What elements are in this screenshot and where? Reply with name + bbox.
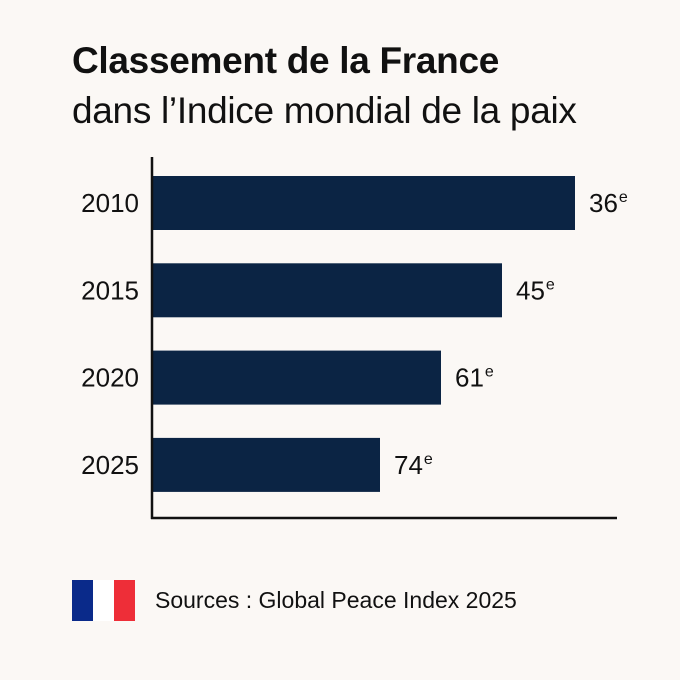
value-label-2020: 61e — [455, 363, 494, 393]
france-flag-icon — [72, 580, 135, 621]
value-label-2015: 45e — [516, 275, 555, 305]
value-suffix: e — [619, 189, 628, 206]
value-label-2025: 74e — [394, 450, 433, 480]
chart-title: Classement de la France dans l’Indice mo… — [72, 36, 577, 136]
value-label-2010: 36e — [589, 188, 628, 218]
y-tick-label-2020: 2020 — [81, 363, 139, 393]
value-suffix: e — [485, 364, 494, 381]
y-tick-label-2015: 2015 — [81, 275, 139, 305]
y-tick-label-2010: 2010 — [81, 188, 139, 218]
bar-2010 — [153, 176, 575, 230]
flag-stripe-blue — [72, 580, 93, 621]
source-footer: Sources : Global Peace Index 2025 — [72, 580, 517, 621]
labels-group: 2010 36e 2015 45e 2020 61e 2025 74e — [81, 188, 628, 480]
bar-2015 — [153, 263, 502, 318]
flag-stripe-white — [93, 580, 114, 621]
bars-group — [153, 176, 575, 492]
value-suffix: e — [424, 451, 433, 468]
chart-title-line1: Classement de la France — [72, 40, 500, 81]
y-tick-label-2025: 2025 — [81, 450, 139, 480]
value-suffix: e — [546, 276, 555, 293]
bar-2025 — [153, 437, 380, 492]
source-text: Sources : Global Peace Index 2025 — [155, 587, 517, 613]
flag-stripe-red — [114, 580, 135, 621]
chart-title-line2: dans l’Indice mondial de la paix — [72, 90, 577, 131]
bar-2020 — [153, 350, 441, 405]
